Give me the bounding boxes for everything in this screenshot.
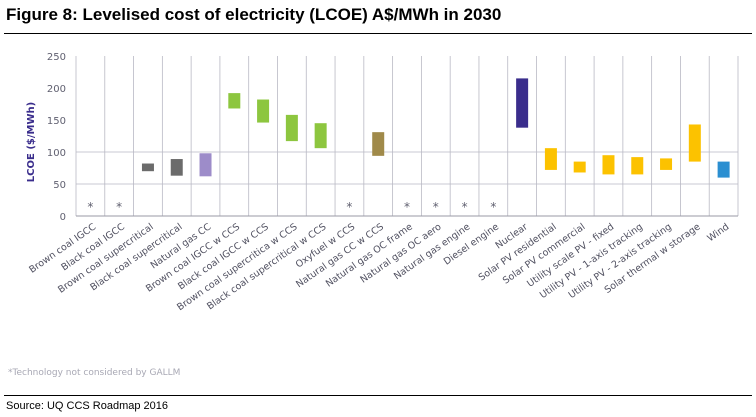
lcoe-range-bar	[660, 158, 673, 170]
lcoe-range-bar	[314, 123, 327, 149]
y-tick-label: 250	[47, 52, 66, 63]
y-tick-label: 150	[47, 116, 66, 127]
not-considered-star: *	[462, 200, 468, 214]
not-considered-star: *	[116, 200, 122, 214]
y-axis-ticks: 0 50 100 150 200 250	[47, 52, 66, 223]
not-considered-star: *	[87, 200, 93, 214]
lcoe-range-bar	[257, 99, 270, 123]
lcoe-range-bar	[544, 148, 557, 170]
y-axis-label: LCOE ($/MWh)	[26, 102, 37, 182]
lcoe-range-bar	[688, 124, 701, 162]
lcoe-range-bar	[573, 161, 586, 173]
lcoe-range-bar	[141, 163, 154, 172]
lcoe-range-bar	[285, 114, 298, 142]
lcoe-range-bar	[199, 153, 212, 177]
source-rule	[4, 395, 752, 396]
figure-title: Figure 8: Levelised cost of electricity …	[6, 5, 502, 24]
not-considered-star: *	[433, 200, 439, 214]
y-tick-label: 200	[47, 84, 66, 95]
footnote: *Technology not considered by GALLM	[8, 368, 181, 378]
lcoe-range-bar	[602, 155, 615, 175]
lcoe-range-bar	[228, 93, 241, 109]
source-note: Source: UQ CCS Roadmap 2016	[6, 400, 169, 412]
not-considered-star: *	[346, 200, 352, 214]
lcoe-range-bar	[372, 132, 385, 156]
category-label: Wind	[705, 221, 731, 244]
y-tick-label: 50	[53, 180, 66, 191]
not-considered-markers: * * * * * * *	[87, 200, 496, 214]
y-tick-label: 100	[47, 148, 66, 159]
lcoe-range-bar	[516, 78, 529, 128]
title-rule	[4, 33, 752, 34]
chart-bars	[141, 78, 730, 178]
lcoe-range-bar	[717, 161, 730, 178]
lcoe-range-bar	[170, 159, 183, 176]
not-considered-star: *	[490, 200, 496, 214]
not-considered-star: *	[404, 200, 410, 214]
lcoe-range-bar	[631, 157, 644, 175]
y-tick-label: 0	[60, 212, 66, 223]
chart-grid	[75, 56, 739, 217]
